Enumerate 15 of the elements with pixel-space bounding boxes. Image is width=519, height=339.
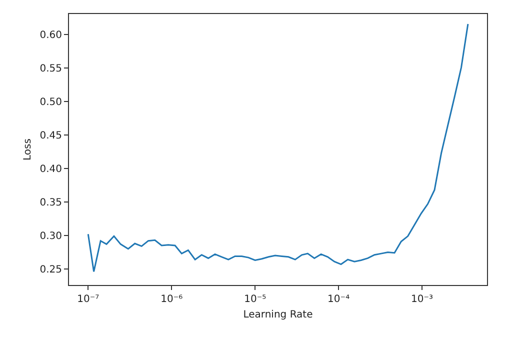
x-tick-label: 10⁻⁶ <box>160 294 183 305</box>
y-tick-label: 0.25 <box>40 264 62 276</box>
y-tick-label: 0.45 <box>40 130 62 142</box>
x-tick-label: 10⁻⁵ <box>244 294 266 305</box>
x-tick-label: 10⁻⁷ <box>77 294 100 305</box>
y-tick-label: 0.55 <box>40 64 62 75</box>
y-tick-label: 0.60 <box>40 30 62 42</box>
y-tick-label: 0.30 <box>40 230 62 242</box>
x-axis-title: Learning Rate <box>243 310 313 320</box>
y-tick-label: 0.50 <box>40 97 62 108</box>
y-tick-label: 0.35 <box>40 198 62 209</box>
y-tick-label: 0.40 <box>40 164 62 176</box>
y-axis-title: Loss <box>22 138 34 160</box>
x-tick-label: 10⁻⁴ <box>328 294 350 305</box>
x-tick-label: 10⁻³ <box>411 294 434 305</box>
